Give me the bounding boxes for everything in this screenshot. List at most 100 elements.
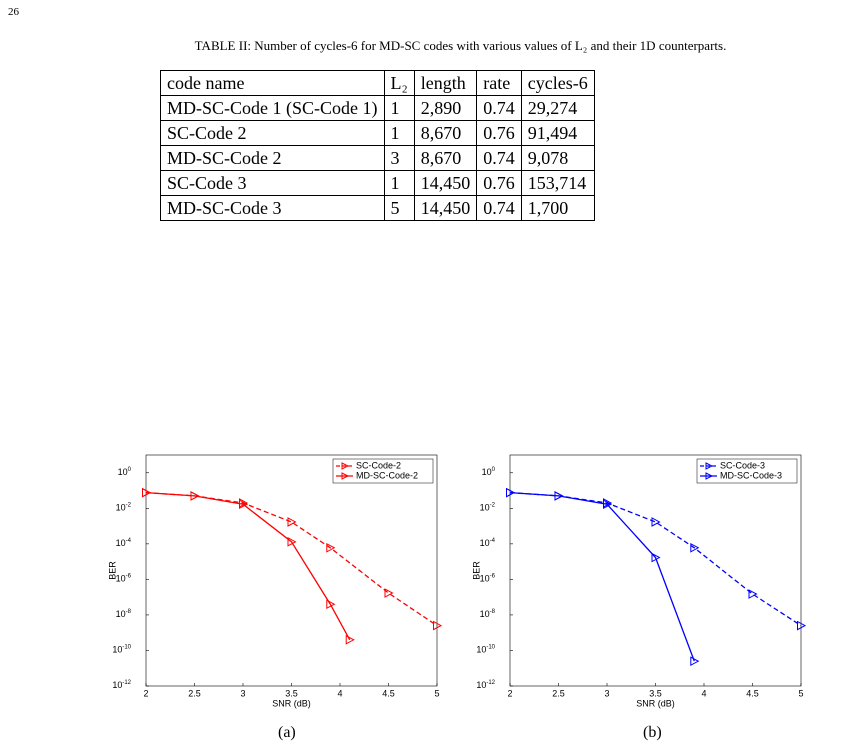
tick-base: 10 <box>116 609 126 619</box>
tick-base: 10 <box>480 574 490 584</box>
marker <box>797 620 807 631</box>
table-cell: 1 <box>383 95 415 121</box>
series-line <box>145 492 351 641</box>
marker <box>287 517 297 527</box>
table-cell: 153,714 <box>520 170 595 196</box>
marker <box>603 499 613 510</box>
series-line <box>509 492 695 662</box>
marker <box>651 552 661 563</box>
x-tick-label: 4 <box>701 688 706 698</box>
tick-base: 10 <box>476 645 486 655</box>
marker <box>345 634 355 645</box>
tick-base: 10 <box>112 680 122 690</box>
legend-label: SC-Code-2 <box>356 460 401 470</box>
tick-base: 10 <box>116 503 126 513</box>
x-tick-label: 5 <box>798 688 803 698</box>
table-cell: 0.74 <box>476 195 522 221</box>
tick-exponent: 0 <box>128 466 132 472</box>
x-tick-label: 2 <box>507 688 512 698</box>
table-cell: 0.76 <box>476 170 522 196</box>
tick-exponent: -12 <box>486 680 495 686</box>
x-tick-label: 5 <box>434 688 439 698</box>
tick-exponent: -4 <box>490 537 496 543</box>
legend-marker <box>705 472 714 480</box>
x-tick-label: 4.5 <box>746 688 759 698</box>
table-row: SC-Code 2 1 8,670 0.76 91,494 <box>160 120 595 146</box>
tick-exponent: -8 <box>126 609 132 615</box>
table-cell: 1 <box>383 120 415 146</box>
marker <box>384 588 394 598</box>
table-cell: 0.76 <box>476 120 522 146</box>
table-cell: 9,078 <box>520 145 595 171</box>
table-row: SC-Code 3 1 14,450 0.76 153,714 <box>160 170 595 196</box>
table-cell: length <box>413 70 478 96</box>
table-row: MD-SC-Code 1 (SC-Code 1) 1 2,890 0.74 29,274 <box>160 95 595 121</box>
tick-exponent: -4 <box>126 537 132 543</box>
table-header: code name L₂ length rate cycles-6 <box>160 70 595 96</box>
x-tick-label: 2.5 <box>188 688 201 698</box>
y-tick-label: 10-2 <box>480 502 496 513</box>
legend-box <box>332 458 434 484</box>
y-tick-label: 10-8 <box>480 609 496 620</box>
table-cell: 1 <box>383 170 415 196</box>
table-cell: 0.74 <box>476 145 522 171</box>
marker <box>690 542 700 553</box>
x-axis-label: SNR (dB) <box>272 698 311 708</box>
tick-base: 10 <box>480 503 490 513</box>
table-cell: 91,494 <box>520 120 595 146</box>
table: code name L₂ length rate cycles-6 MD-SC-Code … <box>160 70 595 221</box>
marker <box>433 620 443 631</box>
table-cell: 3 <box>383 145 415 171</box>
marker <box>326 599 336 610</box>
tick-base: 10 <box>480 538 490 548</box>
legend-marker <box>341 462 350 470</box>
y-axis-label: BER <box>107 561 117 580</box>
y-tick-label: 10-6 <box>116 573 132 584</box>
table-cell: 14,450 <box>413 195 478 221</box>
table-cell: 1,700 <box>520 195 595 221</box>
table-cell: cycles-6 <box>520 70 595 96</box>
table-cell: code name <box>160 70 385 96</box>
x-tick-label: 4.5 <box>382 688 395 698</box>
table-cell: SC-Code 2 <box>160 120 385 146</box>
y-axis-label: BER <box>471 561 481 580</box>
y-tick-label: 10-4 <box>116 537 132 548</box>
figures: 2 2.5 3 3.5 4 4.5 510010-210-410-610-810-1010-… <box>107 454 807 708</box>
marker <box>690 656 700 666</box>
table-cell: SC-Code 3 <box>160 170 385 196</box>
y-tick-label: 10-12 <box>476 680 495 691</box>
tick-base: 10 <box>476 680 486 690</box>
marker <box>190 491 200 501</box>
x-tick-label: 3 <box>240 688 245 698</box>
marker <box>239 499 249 510</box>
marker <box>142 487 152 498</box>
x-tick-label: 4 <box>337 688 342 698</box>
tick-base: 10 <box>482 467 492 477</box>
tick-exponent: -10 <box>122 644 131 650</box>
subcaption: (a) <box>278 724 296 741</box>
subcaption: (b) <box>643 724 662 741</box>
tick-exponent: -12 <box>122 680 131 686</box>
y-tick-label: 100 <box>482 466 496 477</box>
table-caption: TABLE II: Number of cycles-6 for MD-SC c… <box>194 38 727 53</box>
legend-label: MD-SC-Code-3 <box>720 470 782 480</box>
page-number: 26 <box>8 6 19 18</box>
table-cell: L₂ <box>383 70 415 96</box>
tick-base: 10 <box>112 645 122 655</box>
x-tick-label: 2 <box>143 688 148 698</box>
tick-base: 10 <box>116 538 126 548</box>
table-cell: 8,670 <box>413 120 478 146</box>
x-tick-label: 3.5 <box>649 688 662 698</box>
y-tick-label: 10-10 <box>476 644 495 655</box>
marker <box>287 536 297 547</box>
table-cell: 8,670 <box>413 145 478 171</box>
y-tick-label: 10-6 <box>480 573 496 584</box>
marker <box>506 487 516 498</box>
legend-label: SC-Code-3 <box>720 460 765 470</box>
marker <box>326 542 336 553</box>
legend-box <box>696 458 798 484</box>
x-tick-label: 3.5 <box>285 688 298 698</box>
x-tick-label: 2.5 <box>552 688 565 698</box>
y-tick-label: 10-12 <box>112 680 131 691</box>
